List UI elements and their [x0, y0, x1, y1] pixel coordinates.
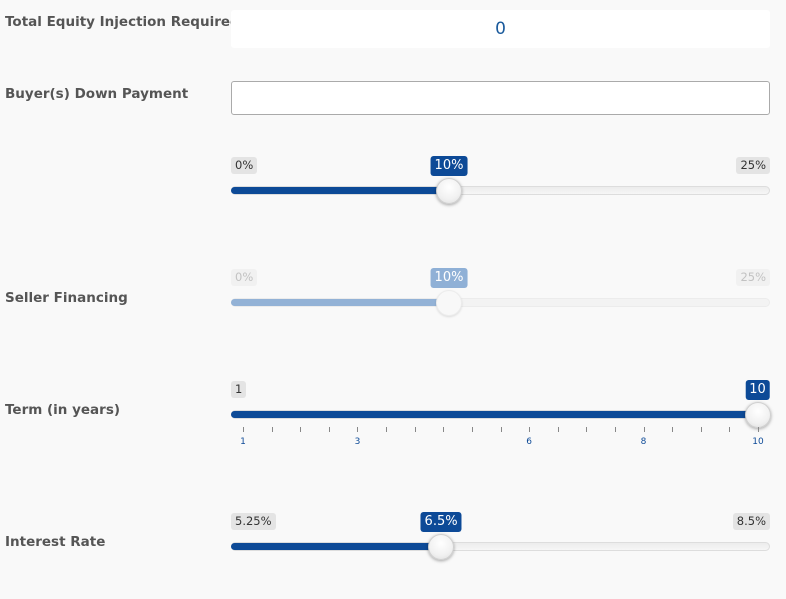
slider-tick — [328, 427, 330, 432]
equity-label: Total Equity Injection Required — [5, 14, 240, 30]
slider-fill — [231, 543, 442, 550]
slider-tick — [300, 427, 302, 432]
seller-financing-slider: 0% 10% 25% — [231, 268, 770, 331]
slider-handle[interactable] — [428, 534, 455, 560]
slider-value-label: 6.5% — [420, 512, 462, 532]
slider-handle[interactable] — [436, 178, 462, 204]
slider-min-label: 1 — [231, 381, 247, 398]
slider-tick — [443, 427, 445, 432]
slider-tick — [672, 427, 674, 432]
down-payment-slider[interactable]: 0% 10% 25% — [231, 156, 770, 219]
slider-min-label: 5.25% — [231, 513, 276, 530]
slider-tick — [500, 427, 502, 432]
slider-tick — [586, 427, 588, 432]
interest-rate-label: Interest Rate — [5, 534, 106, 550]
slider-ticks: 1 3 6 8 10 — [240, 427, 764, 447]
slider-tick — [643, 427, 645, 432]
slider-tick — [243, 427, 244, 432]
term-slider[interactable]: 1 10 1 3 6 8 10 — [231, 380, 771, 447]
slider-fill — [231, 299, 449, 306]
seller-financing-label: Seller Financing — [5, 290, 128, 306]
slider-tick — [729, 427, 731, 432]
slider-tick — [758, 427, 759, 432]
slider-value-label: 10% — [430, 156, 468, 176]
slider-tick-label: 1 — [240, 437, 246, 447]
down-payment-input[interactable] — [231, 81, 770, 115]
slider-handle[interactable] — [745, 402, 771, 428]
slider-min-label: 0% — [231, 157, 258, 174]
slider-tick — [700, 427, 702, 432]
slider-max-label: 25% — [736, 269, 770, 286]
slider-tick-label: 6 — [526, 437, 532, 447]
slider-max-label: 8.5% — [732, 513, 770, 530]
slider-tick-label: 10 — [752, 437, 764, 447]
slider-fill — [231, 411, 758, 418]
slider-value-label: 10 — [745, 380, 770, 400]
slider-fill — [231, 187, 449, 194]
interest-rate-slider[interactable]: 5.25% 6.5% 8.5% — [231, 512, 770, 575]
slider-tick-label: 8 — [640, 437, 647, 447]
slider-max-label: 25% — [736, 157, 770, 174]
slider-tick — [386, 427, 388, 432]
slider-min-label: 0% — [231, 269, 258, 286]
slider-tick — [414, 427, 416, 432]
term-label: Term (in years) — [5, 402, 121, 418]
slider-tick-label: 3 — [354, 437, 361, 447]
equity-value: 0 — [231, 10, 770, 48]
slider-value-label: 10% — [430, 268, 468, 288]
down-payment-label: Buyer(s) Down Payment — [5, 86, 189, 102]
slider-tick — [471, 427, 473, 432]
slider-handle — [436, 290, 462, 316]
slider-tick — [529, 427, 531, 432]
slider-tick — [357, 427, 359, 432]
slider-tick — [271, 427, 273, 432]
slider-tick — [614, 427, 616, 432]
slider-tick — [557, 427, 559, 432]
